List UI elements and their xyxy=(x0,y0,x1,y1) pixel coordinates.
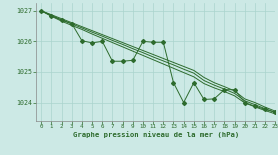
X-axis label: Graphe pression niveau de la mer (hPa): Graphe pression niveau de la mer (hPa) xyxy=(73,131,239,138)
